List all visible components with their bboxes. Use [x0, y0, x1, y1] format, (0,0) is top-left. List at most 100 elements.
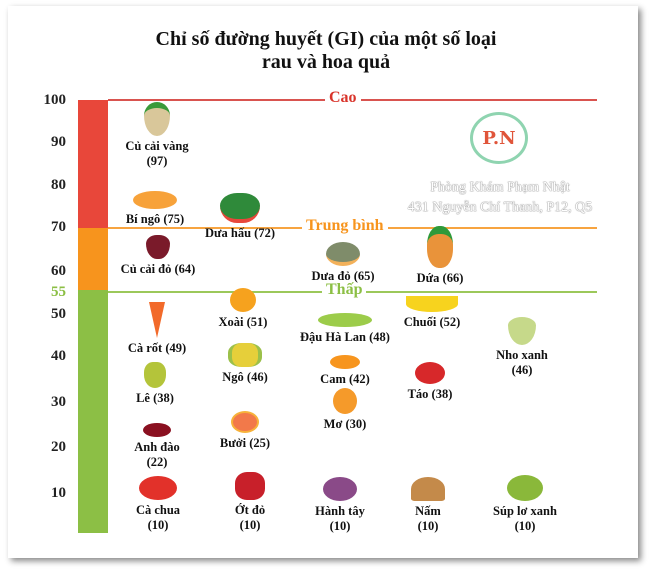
y-tick-30: 30 — [51, 394, 66, 410]
orange-icon — [330, 355, 360, 369]
banana-icon — [406, 296, 458, 312]
item-value: (10) — [417, 519, 439, 533]
clinic-logo: P.N — [470, 112, 528, 164]
item-value: (10) — [329, 519, 351, 533]
yellow-turnip-icon — [144, 102, 170, 136]
item-value: (10) — [514, 519, 536, 533]
onion-icon — [323, 477, 357, 501]
item-buoi: Bưởi (25) — [185, 411, 305, 451]
item-value: (22) — [146, 455, 168, 469]
item-label: Củ cải đỏ (64) — [120, 262, 196, 276]
y-tick-55: 55 — [51, 284, 66, 300]
grapefruit-icon — [231, 411, 259, 433]
zone-label-high: Cao — [325, 89, 361, 107]
y-tick-60: 60 — [51, 263, 66, 279]
item-value: (46) — [511, 363, 533, 377]
item-label: Nho xanh — [496, 348, 548, 362]
melon-icon — [326, 242, 360, 266]
item-value: (97) — [146, 154, 168, 168]
item-label: Xoài (51) — [218, 315, 268, 329]
apricot-icon — [333, 388, 357, 414]
y-tick-20: 20 — [51, 439, 66, 455]
logo-text: P.N — [482, 127, 516, 149]
item-bi-ngo: Bí ngô (75) — [95, 191, 215, 227]
item-label: Nấm — [415, 504, 441, 518]
carrot-icon — [149, 302, 165, 338]
chart-title-line2: rau và hoa quả — [261, 51, 391, 73]
tomato-icon — [139, 476, 177, 500]
beetroot-icon — [146, 235, 170, 259]
pumpkin-icon — [133, 191, 177, 209]
item-label: Súp lơ xanh — [493, 504, 557, 518]
pineapple-icon — [427, 226, 453, 268]
item-label: Cà chua — [135, 503, 181, 517]
item-value: (10) — [239, 518, 261, 532]
item-ot-do: Ớt đỏ (10) — [190, 472, 310, 533]
item-label: Cà rốt (49) — [127, 341, 187, 355]
zone-label-medium: Trung bình — [302, 217, 388, 235]
y-tick-90: 90 — [51, 134, 66, 150]
item-label: Lê (38) — [136, 391, 174, 405]
medium-gi-band — [78, 228, 108, 290]
corn-icon — [228, 343, 262, 367]
item-nho-xanh: Nho xanh (46) — [462, 317, 582, 378]
item-cu-cai-do: Củ cải đỏ (64) — [98, 235, 218, 277]
mango-icon — [230, 288, 256, 312]
item-dua-hau: Dưa hấu (72) — [180, 193, 300, 241]
item-label: Mơ (30) — [323, 417, 367, 431]
low-gi-band — [78, 290, 108, 533]
item-label: Ớt đỏ — [234, 503, 266, 517]
cherry-icon — [143, 423, 171, 437]
broccoli-icon — [507, 475, 543, 501]
green-grapes-icon — [508, 317, 536, 345]
peas-icon — [318, 313, 372, 327]
item-chuoi: Chuối (52) — [372, 296, 492, 330]
item-label: Củ cải vàng — [125, 139, 189, 153]
item-ca-rot: Cà rốt (49) — [97, 302, 217, 356]
item-cu-cai-vang: Củ cải vàng (97) — [97, 102, 217, 169]
pear-icon — [144, 362, 166, 388]
item-xoai: Xoài (51) — [183, 288, 303, 330]
y-tick-80: 80 — [51, 177, 66, 193]
item-ca-chua: Cà chua (10) — [98, 476, 218, 533]
item-dua-do: Dưa đỏ (65) — [283, 242, 403, 284]
y-tick-70: 70 — [51, 219, 66, 235]
item-ngo: Ngô (46) — [185, 343, 305, 385]
item-label: Bí ngô (75) — [125, 212, 185, 226]
item-le: Lê (38) — [95, 362, 215, 406]
y-tick-10: 10 — [51, 485, 66, 501]
item-label: Táo (38) — [407, 387, 453, 401]
y-tick-100: 100 — [43, 92, 67, 108]
item-label: Chuối (52) — [403, 315, 461, 329]
mushroom-icon — [411, 477, 445, 501]
zone-label-low: Thấp — [322, 281, 367, 299]
watermark-line2: 431 Nguyễn Chí Thanh, P12, Q5 — [407, 200, 593, 215]
item-label: Cam (42) — [320, 372, 370, 386]
chart-title-line1: Chỉ số đường huyết (GI) của một số loại — [155, 28, 497, 50]
red-pepper-icon — [235, 472, 265, 500]
item-sup-lo-xanh: Súp lơ xanh (10) — [465, 475, 585, 534]
item-label: Dưa đỏ (65) — [311, 269, 375, 283]
y-tick-40: 40 — [51, 348, 66, 364]
item-cam: Cam (42) — [285, 355, 405, 387]
item-nam: Nấm (10) — [368, 477, 488, 534]
item-mo: Mơ (30) — [285, 388, 405, 432]
item-anh-dao: Anh đào (22) — [97, 423, 217, 470]
item-label: Hành tây — [315, 504, 365, 518]
item-label: Bưởi (25) — [219, 436, 271, 450]
item-value: (10) — [147, 518, 169, 532]
y-tick-50: 50 — [51, 306, 66, 322]
item-hanh-tay: Hành tây (10) — [280, 477, 400, 534]
item-label: Dứa (66) — [416, 271, 464, 285]
item-dau-ha-lan: Đậu Hà Lan (48) — [285, 313, 405, 345]
item-label: Ngô (46) — [222, 370, 268, 384]
item-dua: Dứa (66) — [380, 226, 500, 286]
high-gi-band — [78, 100, 108, 228]
item-tao: Táo (38) — [370, 362, 490, 402]
item-label: Anh đào — [134, 440, 180, 454]
item-label: Đậu Hà Lan (48) — [300, 330, 390, 344]
watermelon-icon — [220, 193, 260, 223]
watermark-line1: Phòng Khám Phạm Nhật — [430, 180, 570, 195]
item-label: Dưa hấu (72) — [204, 226, 275, 240]
apple-icon — [415, 362, 445, 384]
